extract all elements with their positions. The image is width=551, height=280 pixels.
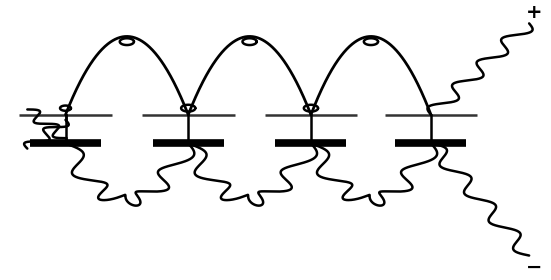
Text: −: −: [526, 258, 543, 277]
Text: +: +: [526, 3, 543, 22]
